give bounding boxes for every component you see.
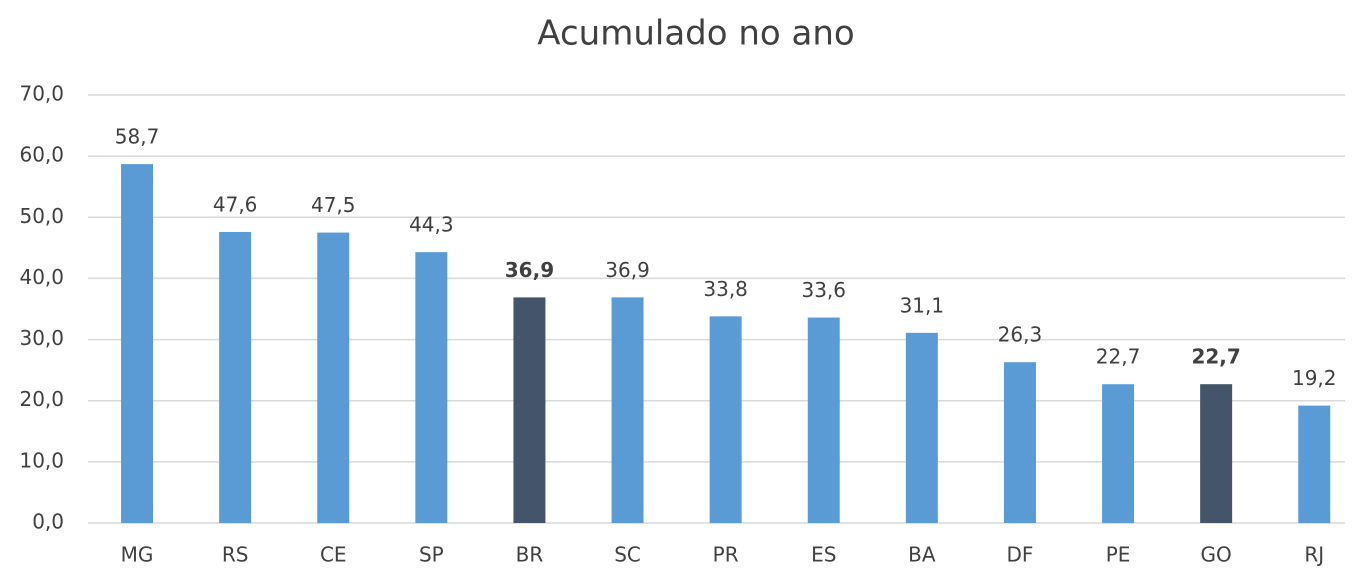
y-tick-label: 0,0: [32, 510, 64, 534]
bar: [709, 316, 742, 523]
data-label: 33,6: [801, 278, 846, 302]
data-label: 33,8: [703, 277, 748, 301]
y-tick-label: 30,0: [19, 326, 64, 350]
bar: [1200, 384, 1233, 523]
x-tick-label: SC: [614, 543, 641, 567]
bar: [513, 297, 546, 523]
x-tick-label: SP: [419, 543, 444, 567]
data-label: 47,6: [213, 192, 258, 216]
data-label: 36,9: [505, 258, 554, 282]
data-label: 58,7: [115, 125, 160, 149]
data-label: 47,5: [311, 193, 356, 217]
x-tick-label: RJ: [1304, 543, 1324, 567]
data-label: 19,2: [1292, 366, 1337, 390]
data-label: 22,7: [1191, 345, 1240, 369]
bar: [415, 252, 448, 523]
x-tick-label: RS: [222, 543, 249, 567]
bar: [611, 297, 644, 523]
x-tick-label: GO: [1201, 543, 1232, 567]
bar: [1298, 405, 1331, 523]
y-tick-label: 50,0: [19, 204, 64, 228]
bar: [1102, 384, 1135, 523]
bar: [121, 164, 154, 523]
x-tick-label: DF: [1006, 543, 1033, 567]
y-tick-label: 40,0: [19, 265, 64, 289]
bar: [905, 332, 938, 523]
y-tick-label: 10,0: [19, 448, 64, 472]
x-tick-label: CE: [320, 543, 347, 567]
bar: [219, 231, 252, 523]
bar: [1003, 362, 1036, 523]
x-tick-label: BA: [908, 543, 936, 567]
bar: [317, 232, 350, 524]
chart-title: Acumulado no ano: [537, 14, 854, 54]
x-tick-label: PE: [1106, 543, 1131, 567]
data-label: 26,3: [998, 323, 1043, 347]
data-label: 44,3: [409, 213, 454, 237]
bar: [807, 317, 840, 523]
y-tick-label: 70,0: [19, 82, 64, 106]
x-tick-label: MG: [121, 543, 154, 567]
x-tick-label: PR: [713, 543, 739, 567]
y-tick-label: 60,0: [19, 143, 64, 167]
y-tick-label: 20,0: [19, 387, 64, 411]
data-label: 22,7: [1096, 345, 1141, 369]
x-tick-label: BR: [516, 543, 544, 567]
data-label: 31,1: [900, 293, 945, 317]
data-label: 36,9: [605, 258, 650, 282]
x-tick-label: ES: [811, 543, 836, 567]
